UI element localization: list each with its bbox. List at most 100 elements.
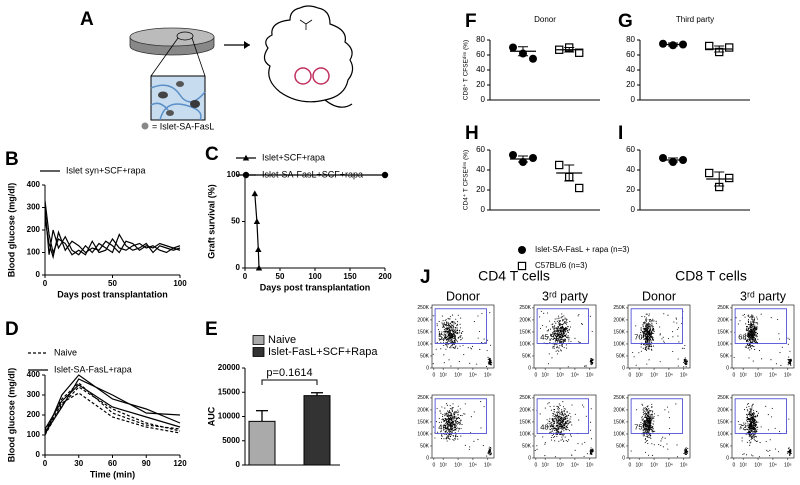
event-dot [561, 328, 563, 330]
event-dot [746, 340, 748, 342]
event-dot [644, 411, 646, 413]
event-dot [640, 422, 642, 424]
event-dot [766, 449, 768, 451]
event-dot [668, 417, 670, 419]
event-dot [553, 411, 555, 413]
event-dot [683, 361, 685, 363]
event-dot [749, 333, 751, 335]
event-dot [453, 335, 455, 337]
y-tick-label: 40 [476, 65, 485, 74]
event-dot [554, 456, 556, 458]
event-dot [450, 324, 452, 326]
event-dot [453, 343, 456, 345]
event-dot [646, 313, 648, 315]
event-dot [647, 322, 650, 324]
event-dot [447, 426, 449, 428]
event-dot [577, 315, 579, 317]
gate-percentage: 53.6 [438, 332, 453, 341]
event-dot [755, 334, 758, 336]
dot-cloud [733, 313, 793, 367]
legend-swatch [252, 347, 265, 357]
event-dot [558, 320, 560, 322]
event-dot [450, 434, 452, 436]
event-dot [752, 419, 754, 422]
y-tick-label: 50K [720, 353, 730, 359]
event-dot [460, 428, 462, 430]
event-dot [654, 430, 656, 432]
event-dot [646, 331, 648, 333]
event-dot [446, 431, 448, 434]
event-dot [748, 426, 751, 428]
series-line [44, 384, 181, 430]
event-dot [649, 436, 651, 438]
event-dot [568, 338, 570, 340]
event-dot [446, 345, 448, 347]
event-dot [459, 422, 461, 424]
event-dot [633, 356, 635, 358]
event-dot [457, 314, 459, 316]
event-dot [739, 320, 741, 322]
event-dot [455, 421, 457, 423]
event-dot [651, 415, 653, 417]
y-tick-label: 250K [613, 305, 625, 311]
event-dot [456, 418, 458, 420]
event-dot [643, 419, 645, 422]
event-dot [451, 328, 453, 330]
event-dot [443, 438, 445, 440]
series-line [254, 193, 260, 269]
event-dot [473, 321, 475, 323]
y-tick-label: 150K [717, 329, 729, 335]
event-dot [453, 347, 455, 349]
event-dot [437, 431, 439, 433]
event-dot [444, 337, 446, 339]
event-dot [644, 346, 646, 349]
event-dot [748, 357, 750, 359]
event-dot [589, 315, 591, 317]
event-dot [562, 333, 565, 335]
event-dot [558, 350, 560, 352]
y-tick-label: 0 [528, 455, 531, 461]
event-dot [565, 344, 567, 346]
event-dot [449, 337, 452, 340]
event-dot [667, 314, 669, 316]
event-dot [562, 412, 564, 415]
event-dot [747, 315, 749, 318]
event-dot [646, 328, 648, 330]
event-dot [750, 324, 752, 326]
y-tick-label: 0 [528, 365, 531, 371]
plot-frame [731, 394, 795, 459]
event-dot [448, 420, 450, 423]
event-dot [451, 423, 453, 425]
event-dot [649, 319, 651, 321]
event-dot [455, 345, 457, 347]
event-dot [559, 420, 561, 422]
event-dot [650, 437, 652, 439]
y-tick-label: 0 [36, 270, 41, 279]
event-dot [590, 452, 592, 454]
event-dot [491, 362, 493, 364]
event-dot [549, 338, 552, 340]
event-dot [449, 316, 451, 318]
event-dot [458, 422, 460, 424]
event-dot [583, 406, 585, 408]
event-dot [454, 425, 456, 427]
event-dot [556, 430, 558, 432]
event-dot [649, 329, 651, 331]
event-dot [553, 346, 555, 348]
event-dot [757, 338, 759, 340]
event-dot [448, 425, 450, 427]
panel-letter: B [5, 149, 19, 170]
event-dot [581, 443, 583, 445]
event-dot [648, 348, 650, 350]
event-dot [744, 409, 746, 411]
event-dot [560, 418, 562, 420]
event-dot [565, 333, 567, 335]
event-dot [441, 434, 443, 437]
event-dot [449, 338, 451, 340]
event-dot [649, 333, 651, 335]
event-dot [444, 417, 447, 420]
event-dot [456, 420, 458, 423]
event-dot [441, 333, 443, 336]
event-dot [652, 428, 654, 430]
y-tick-label: 100K [519, 341, 531, 347]
